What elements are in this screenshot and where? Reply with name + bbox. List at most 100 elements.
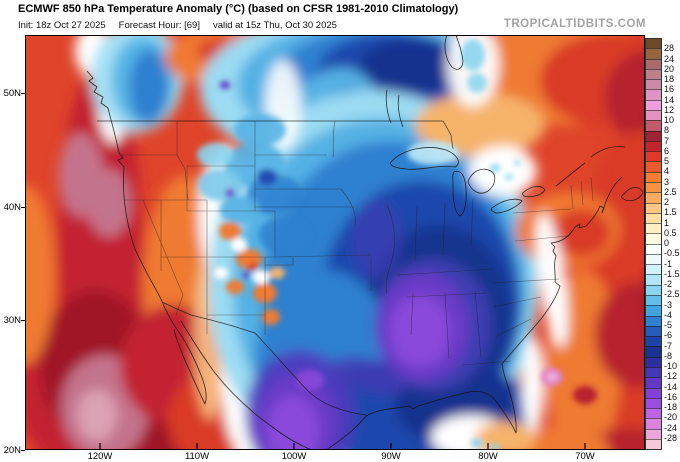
colorbar-tick-label: -3 (664, 299, 673, 310)
colorbar-tick-label: -12 (664, 371, 678, 382)
map-border (25, 35, 645, 450)
chart-title: ECMWF 850 hPa Temperature Anomaly (°C) (… (18, 3, 459, 15)
colorbar-segment (646, 223, 661, 234)
colorbar-segment (646, 68, 661, 80)
colorbar-tick-label: -10 (664, 361, 678, 371)
colorbar-segment (646, 428, 661, 439)
colorbar-tick-label: 12 (664, 104, 675, 115)
anomaly-blobs-detail (197, 39, 597, 450)
colorbar-tick-label: 1.5 (664, 207, 677, 218)
colorbar-segment (646, 377, 661, 388)
colorbar-tick-label: -24 (664, 422, 678, 433)
coastlines (86, 35, 644, 450)
anomaly-blobs-large (25, 35, 645, 450)
colorbar-segment (646, 151, 661, 162)
colorbar (645, 38, 662, 450)
colorbar-segment (646, 284, 661, 296)
colorbar-tick-label: 10 (664, 115, 675, 125)
longitude-label: 80W (478, 451, 498, 462)
colorbar-segment (646, 264, 661, 275)
colorbar-tick-label: -0.5 (664, 248, 680, 259)
valid-time: valid at 15z Thu, Oct 30 2025 (212, 20, 337, 31)
colorbar-tick-label: -7 (664, 340, 673, 351)
site-watermark: TROPICALTIDBITS.COM (503, 18, 646, 30)
longitude-label: 100W (281, 451, 307, 462)
colorbar-segment (646, 356, 661, 367)
colorbar-segment (646, 39, 661, 49)
colorbar-tick-label: 2.5 (664, 186, 677, 197)
longitude-label: 120W (87, 451, 113, 462)
state-borders (121, 120, 594, 366)
colorbar-tick-label: -28 (664, 432, 678, 443)
colorbar-segment (646, 387, 661, 398)
colorbar-segment (646, 346, 661, 357)
colorbar-tick-label: -4 (664, 309, 673, 320)
colorbar-segment (646, 48, 661, 59)
colorbar-segment (646, 89, 661, 100)
colorbar-segment (646, 336, 661, 347)
colorbar-segment (646, 408, 661, 419)
anomaly-field (25, 35, 645, 450)
colorbar-segment (646, 140, 661, 152)
colorbar-segment (646, 253, 661, 265)
colorbar-segment (646, 202, 661, 213)
colorbar-tick-label: 24 (664, 53, 675, 64)
colorbar-segment (646, 79, 661, 90)
colorbar-segment (646, 109, 661, 121)
colorbar-tick-label: 20 (664, 63, 675, 74)
longitude-tickmarks (99, 443, 586, 450)
latitude-label: 50N (3, 88, 21, 99)
colorbar-tick-label: -20 (664, 412, 678, 423)
colorbar-tick-label: -1.5 (664, 268, 680, 279)
colorbar-segment (646, 58, 661, 69)
colorbar-tick-label: -5 (664, 320, 673, 330)
chart-subtitle: Init: 18z Oct 27 2025 Forecast Hour: [69]… (18, 20, 350, 31)
colorbar-segment (646, 325, 661, 337)
latitude-tickmark (21, 93, 25, 94)
colorbar-tick-label: 1 (664, 217, 670, 228)
colorbar-tick-label: 5 (664, 156, 670, 166)
colorbar-segment (646, 181, 661, 193)
colorbar-tick-label: 7 (664, 135, 670, 146)
colorbar-tick-label: -1 (664, 258, 673, 269)
colorbar-tick-label: -18 (664, 402, 678, 412)
colorbar-tick-label: 6 (664, 145, 670, 156)
latitude-tickmark (21, 320, 25, 321)
colorbar-segment (646, 397, 661, 409)
colorbar-tick-label: 28 (664, 43, 675, 54)
lakes (390, 147, 546, 217)
colorbar-segment (646, 99, 661, 110)
colorbar-segment (646, 243, 661, 254)
colorbar-segment (646, 315, 661, 326)
colorbar-tick-label: 0 (664, 238, 670, 248)
init-time: Init: 18z Oct 27 2025 (18, 20, 106, 31)
latitude-tickmark (21, 450, 25, 451)
colorbar-segment (646, 171, 661, 182)
colorbar-segment (646, 192, 661, 203)
longitude-label: 70W (575, 451, 595, 462)
colorbar-tick-label: 3 (664, 176, 670, 187)
colorbar-tick-label: -8 (664, 350, 673, 361)
colorbar-tick-label: -2 (664, 279, 673, 289)
colorbar-segment (646, 120, 661, 131)
forecast-hour: Forecast Hour: [69] (118, 20, 200, 31)
colorbar-segment (646, 212, 661, 224)
colorbar-tick-label: 18 (664, 74, 675, 84)
country-borders (97, 120, 454, 416)
colorbar-tick-label: -14 (664, 381, 678, 392)
longitude-label: 110W (184, 451, 210, 462)
colorbar-segment (646, 367, 661, 378)
longitude-label: 90W (381, 451, 401, 462)
colorbar-tick-label: -6 (664, 330, 673, 341)
latitude-tickmark (21, 207, 25, 208)
colorbar-segment (646, 130, 661, 141)
colorbar-tick-label: 14 (664, 94, 675, 105)
colorbar-tick-label: 16 (664, 84, 675, 95)
colorbar-segment (646, 418, 661, 429)
colorbar-tick-label: 4 (664, 166, 670, 177)
colorbar-segment (646, 305, 661, 316)
latitude-label: 40N (3, 202, 21, 213)
colorbar-segment (646, 295, 661, 306)
colorbar-tick-label: -16 (664, 391, 678, 402)
